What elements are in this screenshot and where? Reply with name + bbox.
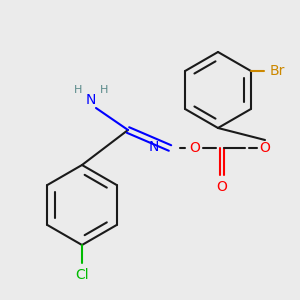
Text: N: N (149, 140, 159, 154)
Text: O: O (217, 180, 227, 194)
Text: Cl: Cl (75, 268, 89, 282)
Text: H: H (74, 85, 82, 95)
Text: H: H (100, 85, 108, 95)
Text: N: N (86, 93, 96, 107)
Text: Br: Br (269, 64, 285, 78)
Text: O: O (190, 141, 200, 155)
Text: O: O (260, 141, 270, 155)
